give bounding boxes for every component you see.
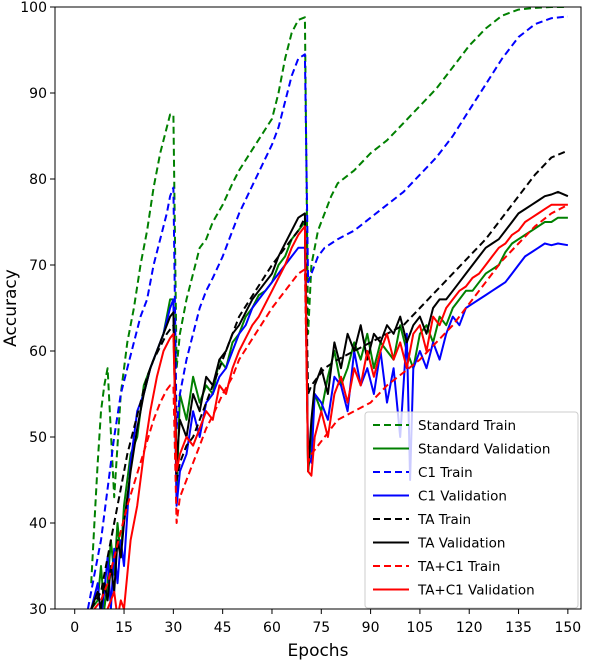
x-axis: 0 15 30 45 60 75 90 105 120 135 150 [70, 609, 581, 636]
series-line-ta-validation [90, 190, 569, 609]
series-line-standard-train [90, 7, 568, 584]
x-tick-label: 60 [263, 620, 281, 636]
legend-label-standard-train: Standard Train [418, 418, 516, 434]
x-tick-label: 15 [115, 620, 133, 636]
legend-label-c1-train: C1 Train [418, 465, 473, 481]
series-layer [86, 7, 569, 609]
y-tick-label: 70 [29, 258, 47, 274]
legend-box [364, 411, 579, 609]
legend-label-c1-validation: C1 Validation [418, 489, 507, 505]
series-line-ta-plus-c1-validation [106, 203, 568, 609]
x-tick-label: 30 [164, 620, 182, 636]
legend-label-ta-plus-c1-train: TA+C1 Train [417, 559, 500, 575]
x-tick-label: 45 [214, 620, 232, 636]
plot-frame [54, 6, 582, 610]
x-tick-label: 135 [505, 620, 532, 636]
y-tick-label: 30 [29, 602, 47, 618]
y-tick-label: 100 [20, 0, 47, 16]
x-tick-label: 150 [554, 620, 581, 636]
x-axis-label: Epochs [288, 641, 349, 660]
legend-label-ta-train: TA Train [417, 512, 471, 528]
x-tick-label: 75 [312, 620, 330, 636]
y-tick-label: 40 [29, 516, 47, 532]
x-tick-label: 120 [456, 620, 483, 636]
x-tick-label: 105 [407, 620, 434, 636]
y-axis-label: Accuracy [1, 269, 21, 347]
y-tick-label: 80 [29, 172, 47, 188]
legend-label-standard-validation: Standard Validation [418, 442, 550, 458]
x-tick-label: 90 [362, 620, 380, 636]
y-tick-label: 60 [29, 344, 47, 360]
y-tick-label: 50 [29, 430, 47, 446]
series-line-ta-plus-c1-train [93, 203, 569, 609]
legend-label-ta-validation: TA Validation [417, 536, 505, 552]
legend-label-ta-plus-c1-validation: TA+C1 Validation [417, 583, 535, 599]
legend: Standard Train Standard Validation C1 Trai… [364, 411, 579, 609]
series-line-ta-train [90, 149, 569, 609]
y-axis: 30 40 50 60 70 80 90 100 [20, 0, 55, 618]
x-tick-label: 0 [70, 620, 79, 636]
y-tick-label: 90 [29, 86, 47, 102]
